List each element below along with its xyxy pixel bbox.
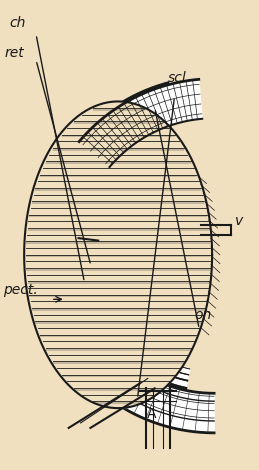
Polygon shape <box>36 83 214 433</box>
Polygon shape <box>24 102 212 408</box>
Polygon shape <box>79 79 202 167</box>
Text: pect.: pect. <box>3 283 38 298</box>
Polygon shape <box>77 243 190 388</box>
Text: v: v <box>235 214 243 228</box>
Text: on: on <box>194 308 212 322</box>
Text: A: A <box>147 407 156 421</box>
Text: ch: ch <box>9 16 26 30</box>
Text: ret: ret <box>4 46 24 60</box>
Text: scl.: scl. <box>168 70 191 85</box>
